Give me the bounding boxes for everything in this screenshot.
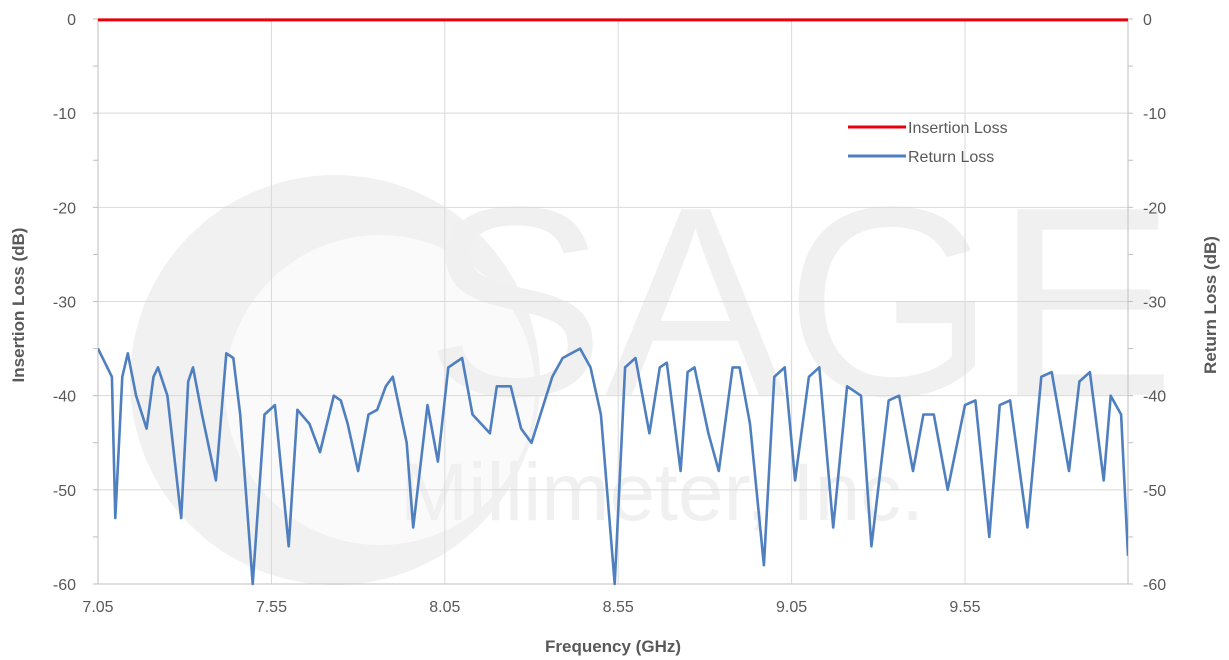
legend-label-insertion-loss: Insertion Loss bbox=[908, 120, 1008, 137]
watermark-logo-text: SAGE bbox=[425, 152, 1175, 453]
y-right-tick-labels: 0 -10 -20 -30 -40 -50 -60 bbox=[1143, 12, 1166, 594]
y-right-tick-label: -30 bbox=[1143, 295, 1166, 312]
watermark-logo: SAGE Millimeter, Inc. bbox=[130, 152, 1175, 585]
y-left-tick-label: -10 bbox=[53, 106, 76, 123]
x-tick-label: 9.55 bbox=[949, 599, 980, 616]
y-right-tick-label: -40 bbox=[1143, 389, 1166, 406]
y-left-tick-label: 0 bbox=[67, 12, 76, 29]
x-tick-label: 8.05 bbox=[429, 599, 460, 616]
y-right-tick-label: -60 bbox=[1143, 577, 1166, 594]
legend-item-return-loss: Return Loss bbox=[848, 149, 994, 166]
x-tick-labels: 7.05 7.55 8.05 8.55 9.05 9.55 bbox=[82, 599, 980, 616]
y-left-tick-label: -50 bbox=[53, 483, 76, 500]
x-tick-label: 7.05 bbox=[82, 599, 113, 616]
y-right-tick-label: -50 bbox=[1143, 483, 1166, 500]
series-lines bbox=[98, 18, 1128, 586]
legend-item-insertion-loss: Insertion Loss bbox=[848, 120, 1008, 137]
x-axis-title: Frequency (GHz) bbox=[545, 637, 681, 656]
y-left-tick-labels: 0 -10 -20 -30 -40 -50 -60 bbox=[53, 12, 76, 594]
watermark-sub-text: Millimeter, Inc. bbox=[400, 447, 924, 538]
y-right-tick-label: -20 bbox=[1143, 200, 1166, 217]
x-tick-label: 9.05 bbox=[776, 599, 807, 616]
legend: Insertion Loss Return Loss bbox=[848, 120, 1008, 166]
y-right-tick-label: -10 bbox=[1143, 106, 1166, 123]
x-tick-label: 7.55 bbox=[256, 599, 287, 616]
y-left-tick-label: -60 bbox=[53, 577, 76, 594]
y-left-tick-label: -40 bbox=[53, 389, 76, 406]
y-left-axis-title: Insertion Loss (dB) bbox=[9, 228, 28, 383]
x-tick-label: 8.55 bbox=[603, 599, 634, 616]
y-left-tick-label: -30 bbox=[53, 295, 76, 312]
y-right-axis-title: Return Loss (dB) bbox=[1201, 236, 1220, 374]
plot-frame bbox=[93, 18, 1133, 585]
legend-label-return-loss: Return Loss bbox=[908, 149, 994, 166]
gridlines bbox=[98, 18, 1128, 585]
series-line-return-loss bbox=[98, 347, 1128, 586]
y-left-tick-label: -20 bbox=[53, 200, 76, 217]
y-right-tick-label: 0 bbox=[1143, 12, 1152, 29]
